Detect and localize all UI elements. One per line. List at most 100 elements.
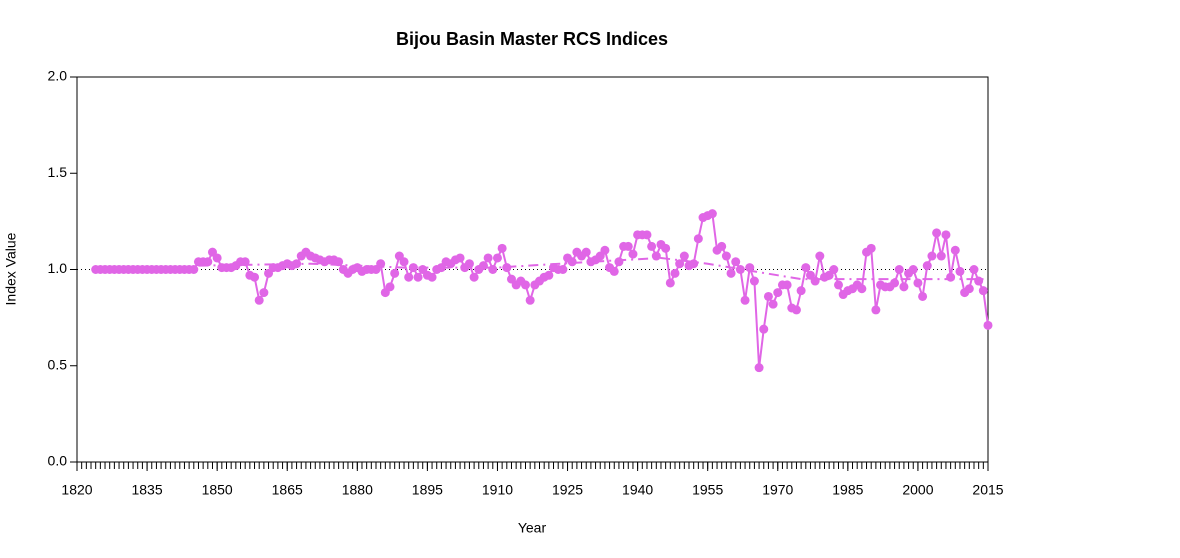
data-point xyxy=(749,276,759,286)
data-point xyxy=(614,257,624,267)
data-point xyxy=(469,272,479,282)
data-point xyxy=(203,257,213,267)
y-tick-label: 0.0 xyxy=(48,453,68,469)
data-point xyxy=(399,257,409,267)
data-point xyxy=(483,253,493,263)
x-tick-label: 1955 xyxy=(692,482,723,498)
x-tick-label: 1820 xyxy=(61,482,92,498)
data-point xyxy=(829,265,839,274)
data-point xyxy=(974,276,984,286)
data-point xyxy=(693,234,703,244)
data-point xyxy=(558,265,568,274)
y-axis-label: Index Value xyxy=(3,232,19,305)
y-tick-label: 2.0 xyxy=(48,68,68,84)
x-tick-label: 1880 xyxy=(342,482,373,498)
data-point xyxy=(254,295,264,305)
data-point xyxy=(801,263,811,273)
data-point xyxy=(721,251,731,261)
data-point xyxy=(946,272,956,282)
data-point xyxy=(932,228,942,238)
x-tick-label: 1985 xyxy=(832,482,863,498)
data-point xyxy=(871,305,881,315)
x-tick-label: 2015 xyxy=(972,482,1003,498)
x-tick-label: 1895 xyxy=(412,482,443,498)
data-point xyxy=(983,320,993,330)
y-tick-label: 1.5 xyxy=(48,164,68,180)
x-tick-label: 1910 xyxy=(482,482,513,498)
x-axis-label: Year xyxy=(518,520,547,536)
data-point xyxy=(913,278,923,288)
data-point xyxy=(609,266,619,276)
data-point xyxy=(488,265,498,274)
data-point xyxy=(544,270,554,280)
data-point xyxy=(927,251,937,261)
data-point xyxy=(866,243,876,253)
x-tick-label: 1940 xyxy=(622,482,653,498)
data-point xyxy=(834,280,844,290)
data-point xyxy=(628,249,638,259)
data-point xyxy=(661,243,671,253)
data-point xyxy=(385,282,395,292)
data-point xyxy=(922,261,932,271)
data-point xyxy=(679,251,689,261)
data-point xyxy=(773,288,783,298)
data-point xyxy=(759,324,769,334)
data-point xyxy=(520,280,530,290)
x-tick-label: 2000 xyxy=(902,482,933,498)
data-point xyxy=(791,305,801,315)
data-point xyxy=(212,253,222,263)
data-point xyxy=(726,268,736,278)
data-point xyxy=(492,253,502,263)
x-tick-label: 1925 xyxy=(552,482,583,498)
data-point xyxy=(768,299,778,309)
data-point xyxy=(455,253,465,263)
y-tick-label: 0.5 xyxy=(48,356,68,372)
x-tick-label: 1835 xyxy=(131,482,162,498)
data-point xyxy=(642,230,652,240)
data-point xyxy=(189,265,199,274)
data-point xyxy=(390,268,400,278)
data-point xyxy=(670,268,680,278)
data-point xyxy=(782,280,792,290)
data-point xyxy=(427,272,437,282)
data-point xyxy=(754,363,764,373)
data-point xyxy=(899,282,909,292)
data-point xyxy=(810,276,820,286)
data-point xyxy=(918,291,928,301)
data-point xyxy=(731,257,741,267)
data-point xyxy=(623,241,633,251)
data-point xyxy=(763,291,773,301)
x-tick-label: 1865 xyxy=(272,482,303,498)
data-point xyxy=(478,261,488,271)
data-point xyxy=(964,284,974,294)
data-point xyxy=(908,265,918,274)
data-point xyxy=(413,272,423,282)
data-point xyxy=(404,272,414,282)
y-tick-label: 1.0 xyxy=(48,260,68,276)
data-point xyxy=(525,295,535,305)
data-point xyxy=(567,257,577,267)
data-point xyxy=(464,259,474,269)
x-tick-label: 1850 xyxy=(202,482,233,498)
x-tick-label: 1970 xyxy=(762,482,793,498)
data-point xyxy=(857,284,867,294)
data-point xyxy=(600,245,610,255)
data-point xyxy=(941,230,951,240)
data-point xyxy=(796,286,806,296)
data-point xyxy=(689,259,699,269)
data-point xyxy=(259,288,269,298)
data-point xyxy=(740,295,750,305)
data-point xyxy=(955,266,965,276)
smoothed-line xyxy=(198,256,988,281)
data-point xyxy=(647,241,657,251)
data-point xyxy=(950,245,960,255)
data-point xyxy=(250,272,260,282)
data-point xyxy=(890,278,900,288)
data-point xyxy=(665,278,675,288)
data-point xyxy=(936,251,946,261)
data-point xyxy=(581,247,591,257)
data-point xyxy=(707,209,717,219)
data-point xyxy=(292,259,302,269)
